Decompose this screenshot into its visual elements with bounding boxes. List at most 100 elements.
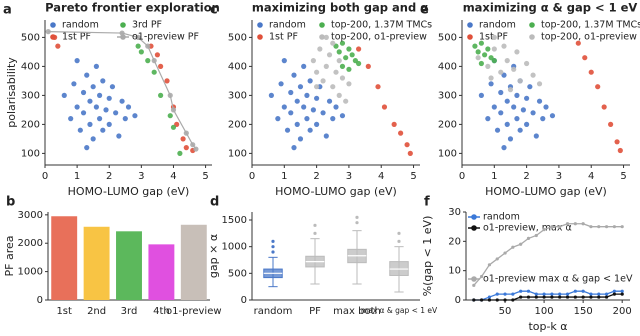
point	[608, 121, 614, 127]
point	[495, 292, 499, 296]
point	[45, 29, 51, 35]
point	[151, 58, 157, 64]
point	[404, 142, 410, 148]
point	[145, 43, 151, 49]
x-tick-label: 4	[170, 171, 176, 182]
legend-marker	[257, 22, 263, 28]
point	[398, 130, 404, 136]
x-tick-label: 5	[410, 171, 416, 182]
point	[294, 121, 300, 127]
point	[294, 98, 300, 104]
point	[495, 298, 499, 302]
point	[491, 46, 497, 52]
x-axis-label: HOMO-LUMO gap (eV)	[68, 185, 190, 198]
y-tick-label: 500	[438, 32, 457, 43]
y-tick-label: 500	[228, 268, 247, 279]
point	[339, 113, 346, 119]
point	[314, 121, 320, 127]
point	[575, 40, 581, 46]
legend-marker	[257, 34, 263, 40]
x-tick-label: 1	[281, 171, 287, 182]
point	[170, 124, 177, 130]
point	[323, 133, 329, 139]
legend-label: o1-preview, max α	[483, 223, 572, 234]
point	[589, 225, 593, 229]
point	[106, 95, 112, 101]
point	[71, 81, 77, 87]
point	[472, 298, 476, 302]
point	[604, 295, 609, 299]
point	[480, 298, 484, 302]
y-tick-label: 3000	[18, 210, 43, 221]
point	[550, 292, 554, 296]
x-tick-label: 1st	[56, 306, 72, 317]
point	[87, 121, 93, 127]
point	[478, 92, 484, 98]
point	[494, 127, 501, 133]
point	[281, 104, 287, 110]
point	[119, 98, 125, 104]
y-tick-label: 100	[228, 148, 247, 159]
y-tick-label: 400	[228, 61, 247, 72]
legend-marker	[319, 34, 325, 40]
point	[581, 289, 585, 293]
point	[604, 292, 609, 296]
point	[558, 225, 562, 229]
x-tick-label: 3	[138, 171, 144, 182]
point	[507, 136, 514, 142]
y-axis-label: PF area	[3, 236, 16, 277]
point	[612, 225, 616, 229]
point	[498, 110, 504, 116]
point	[485, 116, 491, 122]
y-tick-label: 100	[21, 148, 40, 159]
point	[365, 63, 371, 69]
point	[333, 69, 339, 75]
point	[487, 263, 492, 267]
point	[581, 222, 585, 226]
y-tick-label: 300	[21, 90, 40, 101]
point	[511, 245, 515, 249]
point	[597, 295, 601, 299]
outlier	[355, 221, 359, 225]
point	[151, 69, 157, 75]
point	[164, 78, 170, 84]
point	[330, 84, 336, 90]
point	[190, 142, 196, 148]
legend-marker	[471, 276, 477, 282]
point	[511, 66, 517, 72]
point	[407, 150, 413, 156]
point	[74, 104, 80, 110]
legend-marker	[319, 22, 325, 28]
point	[485, 46, 491, 52]
y-tick-label: 400	[21, 61, 40, 72]
point	[514, 92, 520, 98]
point	[565, 295, 570, 299]
point	[597, 225, 601, 229]
point	[90, 136, 96, 142]
point	[511, 298, 515, 302]
legend-label: top-200, 1.37M TMCs	[331, 20, 432, 31]
x-axis-label: top-k α	[528, 320, 567, 333]
point	[314, 84, 320, 90]
y-tick-label: 100	[438, 148, 457, 159]
point	[534, 233, 538, 238]
point	[77, 127, 83, 133]
point	[517, 78, 523, 84]
point	[109, 84, 116, 90]
point	[498, 69, 504, 75]
point	[573, 289, 577, 293]
point	[183, 145, 189, 151]
point	[534, 295, 538, 299]
point	[614, 139, 620, 145]
point	[68, 116, 74, 122]
point	[526, 289, 531, 293]
point	[84, 145, 90, 151]
point	[487, 298, 492, 302]
point	[297, 84, 304, 90]
point	[74, 58, 80, 64]
point	[323, 34, 329, 41]
point	[170, 107, 177, 113]
x-axis-label: HOMO-LUMO gap (eV)	[275, 185, 397, 198]
point	[485, 63, 491, 69]
point	[336, 92, 342, 98]
